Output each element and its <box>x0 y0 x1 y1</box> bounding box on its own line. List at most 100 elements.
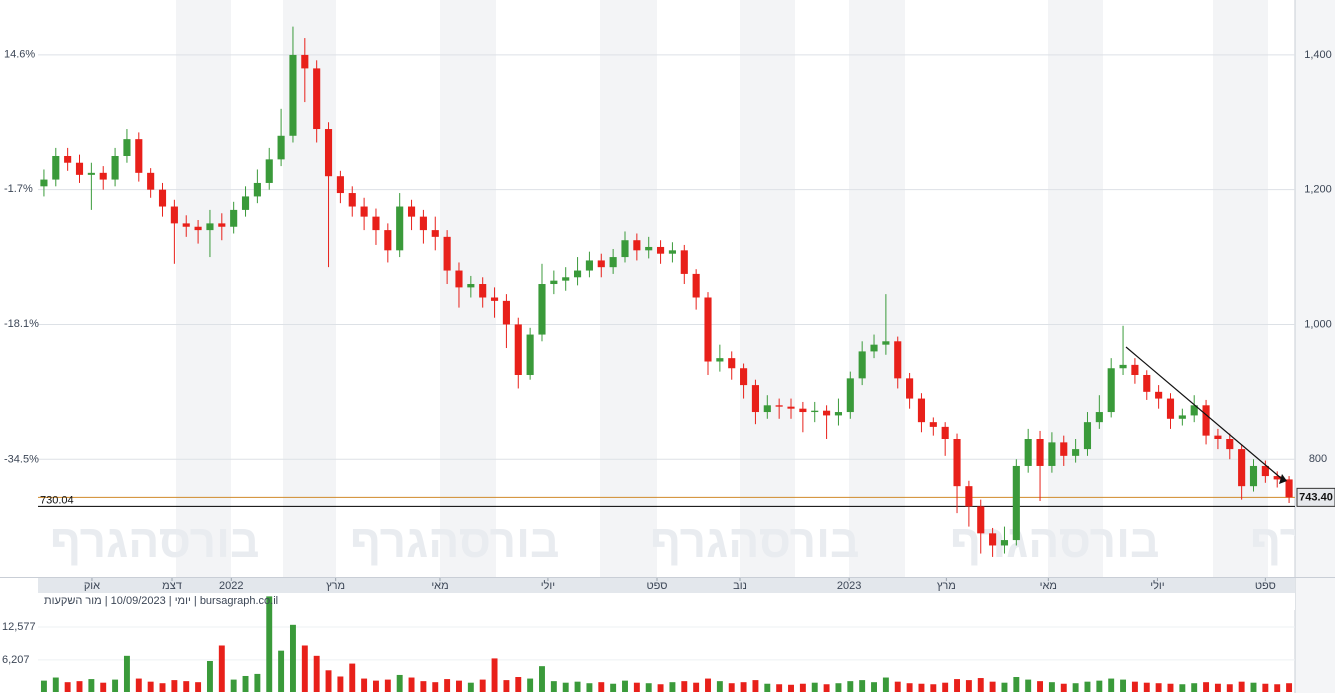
volume-bar <box>1060 683 1067 692</box>
last-price-label: 743.40 <box>1299 491 1333 503</box>
candle-body <box>680 250 688 274</box>
volume-bar <box>1037 681 1044 692</box>
candle-body <box>716 358 724 362</box>
band <box>849 0 905 577</box>
y-tick-label: 1,000 <box>1304 318 1332 330</box>
candle-body <box>965 486 973 507</box>
band <box>740 0 795 577</box>
volume-bar <box>40 680 47 692</box>
x-tick-label: אוק <box>84 580 100 592</box>
candle-body <box>514 324 522 375</box>
candle-body <box>230 209 238 227</box>
volume-bar <box>135 678 142 692</box>
volume-bar <box>218 645 225 692</box>
volume-bar <box>1262 683 1269 692</box>
band <box>440 0 496 577</box>
candle-body <box>1238 449 1246 487</box>
y-tick-label: 1,200 <box>1304 184 1332 196</box>
x-tick-label: 2023 <box>837 580 861 592</box>
x-tick-label: מרץ <box>937 580 956 592</box>
candle-body <box>574 270 582 278</box>
volume-bar <box>432 682 439 692</box>
volume-bar <box>1025 679 1032 692</box>
volume-bar <box>562 682 569 692</box>
candle-body <box>1273 476 1281 480</box>
volume-bar <box>230 679 237 692</box>
volume-bar <box>479 679 486 692</box>
volume-bar <box>1286 683 1293 692</box>
candle-body <box>40 179 48 187</box>
volume-bar <box>1001 682 1008 692</box>
watermark: בורסהגרף <box>950 515 1159 567</box>
candle-body <box>479 284 487 298</box>
volume-bar <box>1120 679 1127 692</box>
x-tick-label: יולי <box>1150 579 1164 592</box>
volume-bar <box>1143 682 1150 692</box>
volume-bar <box>918 683 925 692</box>
trend-arrow <box>1279 474 1287 484</box>
volume-bar <box>112 679 119 692</box>
band <box>1213 0 1268 577</box>
right-axis-panel <box>1295 0 1335 693</box>
candle-body <box>218 223 226 227</box>
trend-line <box>1125 346 1283 480</box>
candle-body <box>1060 442 1068 456</box>
volume-bar <box>100 682 107 692</box>
candle-body <box>490 297 499 301</box>
volume-bar <box>835 683 842 692</box>
volume-bar <box>1131 681 1138 692</box>
candle-body <box>1012 465 1020 541</box>
volume-bar <box>456 680 462 692</box>
candle-body <box>917 398 926 423</box>
band <box>1048 0 1103 577</box>
candle-body <box>1214 435 1222 439</box>
watermarks: בורסהגרף בורסהגרף בורסהגרף בורסהגרף בורסהגרף <box>50 515 1295 567</box>
candle-body <box>799 408 807 413</box>
candle-body <box>633 240 641 251</box>
volume-bar <box>622 680 628 692</box>
volume-bar <box>361 678 368 692</box>
volume-bar <box>147 681 154 692</box>
source-text: יומי | 10/09/2023 | מור השקעות | bursagr… <box>44 595 278 607</box>
volume-bar <box>1072 683 1079 692</box>
volume-bar <box>325 670 332 692</box>
candle-body <box>1249 465 1258 487</box>
volume-bar <box>669 682 676 692</box>
candle-body <box>728 358 736 369</box>
candle-body <box>206 223 214 231</box>
volume-bar <box>515 677 522 692</box>
plot: 1,400 1,200 1,000 800 14.6% -1.7% -18.1% -34.5%… <box>2 26 1335 692</box>
reference-label: 730.04 <box>40 494 74 506</box>
candle-body <box>846 378 854 413</box>
candle-body <box>941 426 949 439</box>
candle-body <box>336 176 344 194</box>
candle-body <box>811 410 819 413</box>
volume-bar <box>1191 683 1198 692</box>
candle-body <box>692 273 700 298</box>
volume-bar <box>823 684 830 692</box>
candle-body <box>1202 405 1210 436</box>
volume-bar <box>171 680 178 692</box>
candle-body <box>550 280 558 285</box>
candle-body <box>75 162 84 175</box>
y2-tick-label: -1.7% <box>4 183 33 195</box>
candle-body <box>123 139 131 156</box>
candle-body <box>704 297 712 362</box>
volume-bar <box>503 680 510 692</box>
candle-body <box>562 277 570 281</box>
candle-body <box>1119 364 1127 369</box>
volume-bar <box>965 680 972 692</box>
volume-bar <box>871 682 877 692</box>
x-tick-label: מאי <box>1040 580 1057 592</box>
volume-bar <box>420 681 427 692</box>
volume-bar <box>1203 682 1210 692</box>
volume-bar <box>384 679 391 692</box>
candle-body <box>313 68 321 130</box>
candle-body <box>360 206 368 217</box>
volume-bar <box>1084 681 1091 692</box>
volume-bar <box>847 681 854 692</box>
candle-body <box>396 206 404 251</box>
candle-body <box>277 135 285 160</box>
candle-body <box>989 533 997 546</box>
volume-bar <box>705 678 711 692</box>
